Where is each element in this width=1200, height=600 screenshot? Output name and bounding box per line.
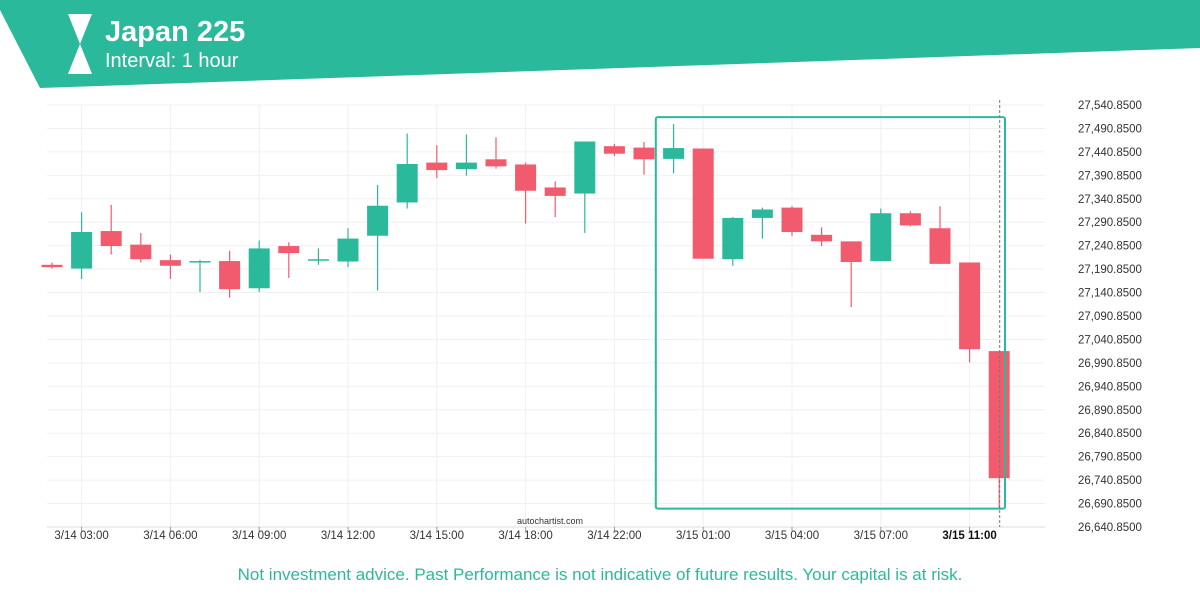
- chart-grid: [47, 104, 1045, 528]
- candle-body-up: [751, 209, 773, 218]
- candle-body-up: [663, 148, 685, 159]
- candle-body-down: [603, 146, 625, 154]
- candle-body-down: [100, 231, 122, 247]
- candle-body-up: [574, 141, 596, 194]
- y-tick-label: 27,140.8500: [1078, 288, 1142, 300]
- candle-body-down: [633, 147, 655, 160]
- x-tick-label: 3/15 11:00: [942, 530, 996, 542]
- candle-body-up: [71, 231, 93, 269]
- candle-body-up: [870, 213, 892, 262]
- logo-icon-shade: [68, 44, 92, 74]
- candle-body-up: [396, 164, 418, 203]
- x-axis: 3/14 03:00 3/14 06:00 3/14 09:00 3/14 12:00…: [47, 526, 1045, 542]
- y-tick-label: 26,890.8500: [1078, 405, 1142, 417]
- candle-body-up: [367, 205, 389, 236]
- y-tick-label: 27,090.8500: [1078, 311, 1142, 323]
- candle-body-up: [455, 162, 477, 170]
- y-tick-label: 27,490.8500: [1078, 123, 1142, 135]
- candle-body-down: [959, 262, 981, 350]
- candle-body-down: [840, 241, 862, 263]
- chart-title: Japan 225: [105, 16, 246, 48]
- risk-disclaimer: Not investment advice. Past Performance …: [237, 565, 963, 584]
- candle-body-down: [41, 264, 63, 268]
- y-tick-label: 26,790.8500: [1078, 452, 1142, 464]
- candle-body-up: [337, 238, 359, 262]
- candle-body-down: [692, 148, 714, 259]
- x-tick-label: 3/14 18:00: [498, 530, 552, 542]
- x-tick-label: 3/14 09:00: [232, 530, 286, 542]
- candle-body-down: [278, 246, 300, 254]
- x-tick-label: 3/14 12:00: [321, 530, 375, 542]
- y-tick-label: 27,240.8500: [1078, 241, 1142, 253]
- watermark: autochartist.com: [517, 516, 583, 526]
- y-tick-label: 27,190.8500: [1078, 264, 1142, 276]
- x-tick-label: 3/15 04:00: [765, 530, 819, 542]
- y-tick-label: 27,540.8500: [1078, 100, 1142, 112]
- candle-body-down: [485, 159, 507, 167]
- candle-body-down: [219, 261, 241, 290]
- candle-body-up: [189, 261, 211, 263]
- chart-interval: Interval: 1 hour: [105, 50, 239, 72]
- y-tick-label: 26,990.8500: [1078, 358, 1142, 370]
- x-tick-label: 3/14 06:00: [143, 530, 197, 542]
- y-tick-label: 27,440.8500: [1078, 147, 1142, 159]
- candle-body-up: [307, 259, 329, 261]
- header-band: [0, 0, 1200, 88]
- candle-body-down: [159, 260, 181, 266]
- y-tick-label: 27,040.8500: [1078, 334, 1142, 346]
- x-tick-label: 3/15 01:00: [676, 530, 730, 542]
- y-tick-label: 26,690.8500: [1078, 499, 1142, 511]
- header-banner: Japan 225 Interval: 1 hour: [0, 0, 1200, 90]
- y-tick-label: 26,840.8500: [1078, 428, 1142, 440]
- header-background: [0, 0, 1200, 88]
- candle-body-down: [929, 228, 951, 264]
- candle-body-down: [130, 244, 152, 260]
- y-tick-label: 26,640.8500: [1078, 522, 1142, 534]
- candle-body-down: [781, 207, 803, 232]
- candle-body-down: [515, 164, 537, 191]
- y-tick-label: 27,390.8500: [1078, 170, 1142, 182]
- x-tick-label: 3/15 07:00: [854, 530, 908, 542]
- y-tick-label: 27,340.8500: [1078, 194, 1142, 206]
- y-axis: 27,540.8500 27,490.8500 27,440.8500 27,390.…: [1078, 100, 1142, 534]
- y-tick-label: 27,290.8500: [1078, 217, 1142, 229]
- y-tick-label: 26,940.8500: [1078, 381, 1142, 393]
- x-tick-label: 3/14 15:00: [410, 530, 464, 542]
- candle-body-down: [544, 187, 566, 196]
- candle-body-down: [811, 234, 833, 242]
- candle-body-down: [899, 213, 921, 226]
- y-tick-label: 26,740.8500: [1078, 475, 1142, 487]
- x-tick-label: 3/14 03:00: [54, 530, 108, 542]
- candle-body-up: [722, 217, 744, 260]
- x-tick-label: 3/14 22:00: [587, 530, 641, 542]
- highlight-box: [654, 116, 1006, 510]
- candle-body-down: [426, 162, 448, 171]
- candle-body-up: [248, 248, 270, 289]
